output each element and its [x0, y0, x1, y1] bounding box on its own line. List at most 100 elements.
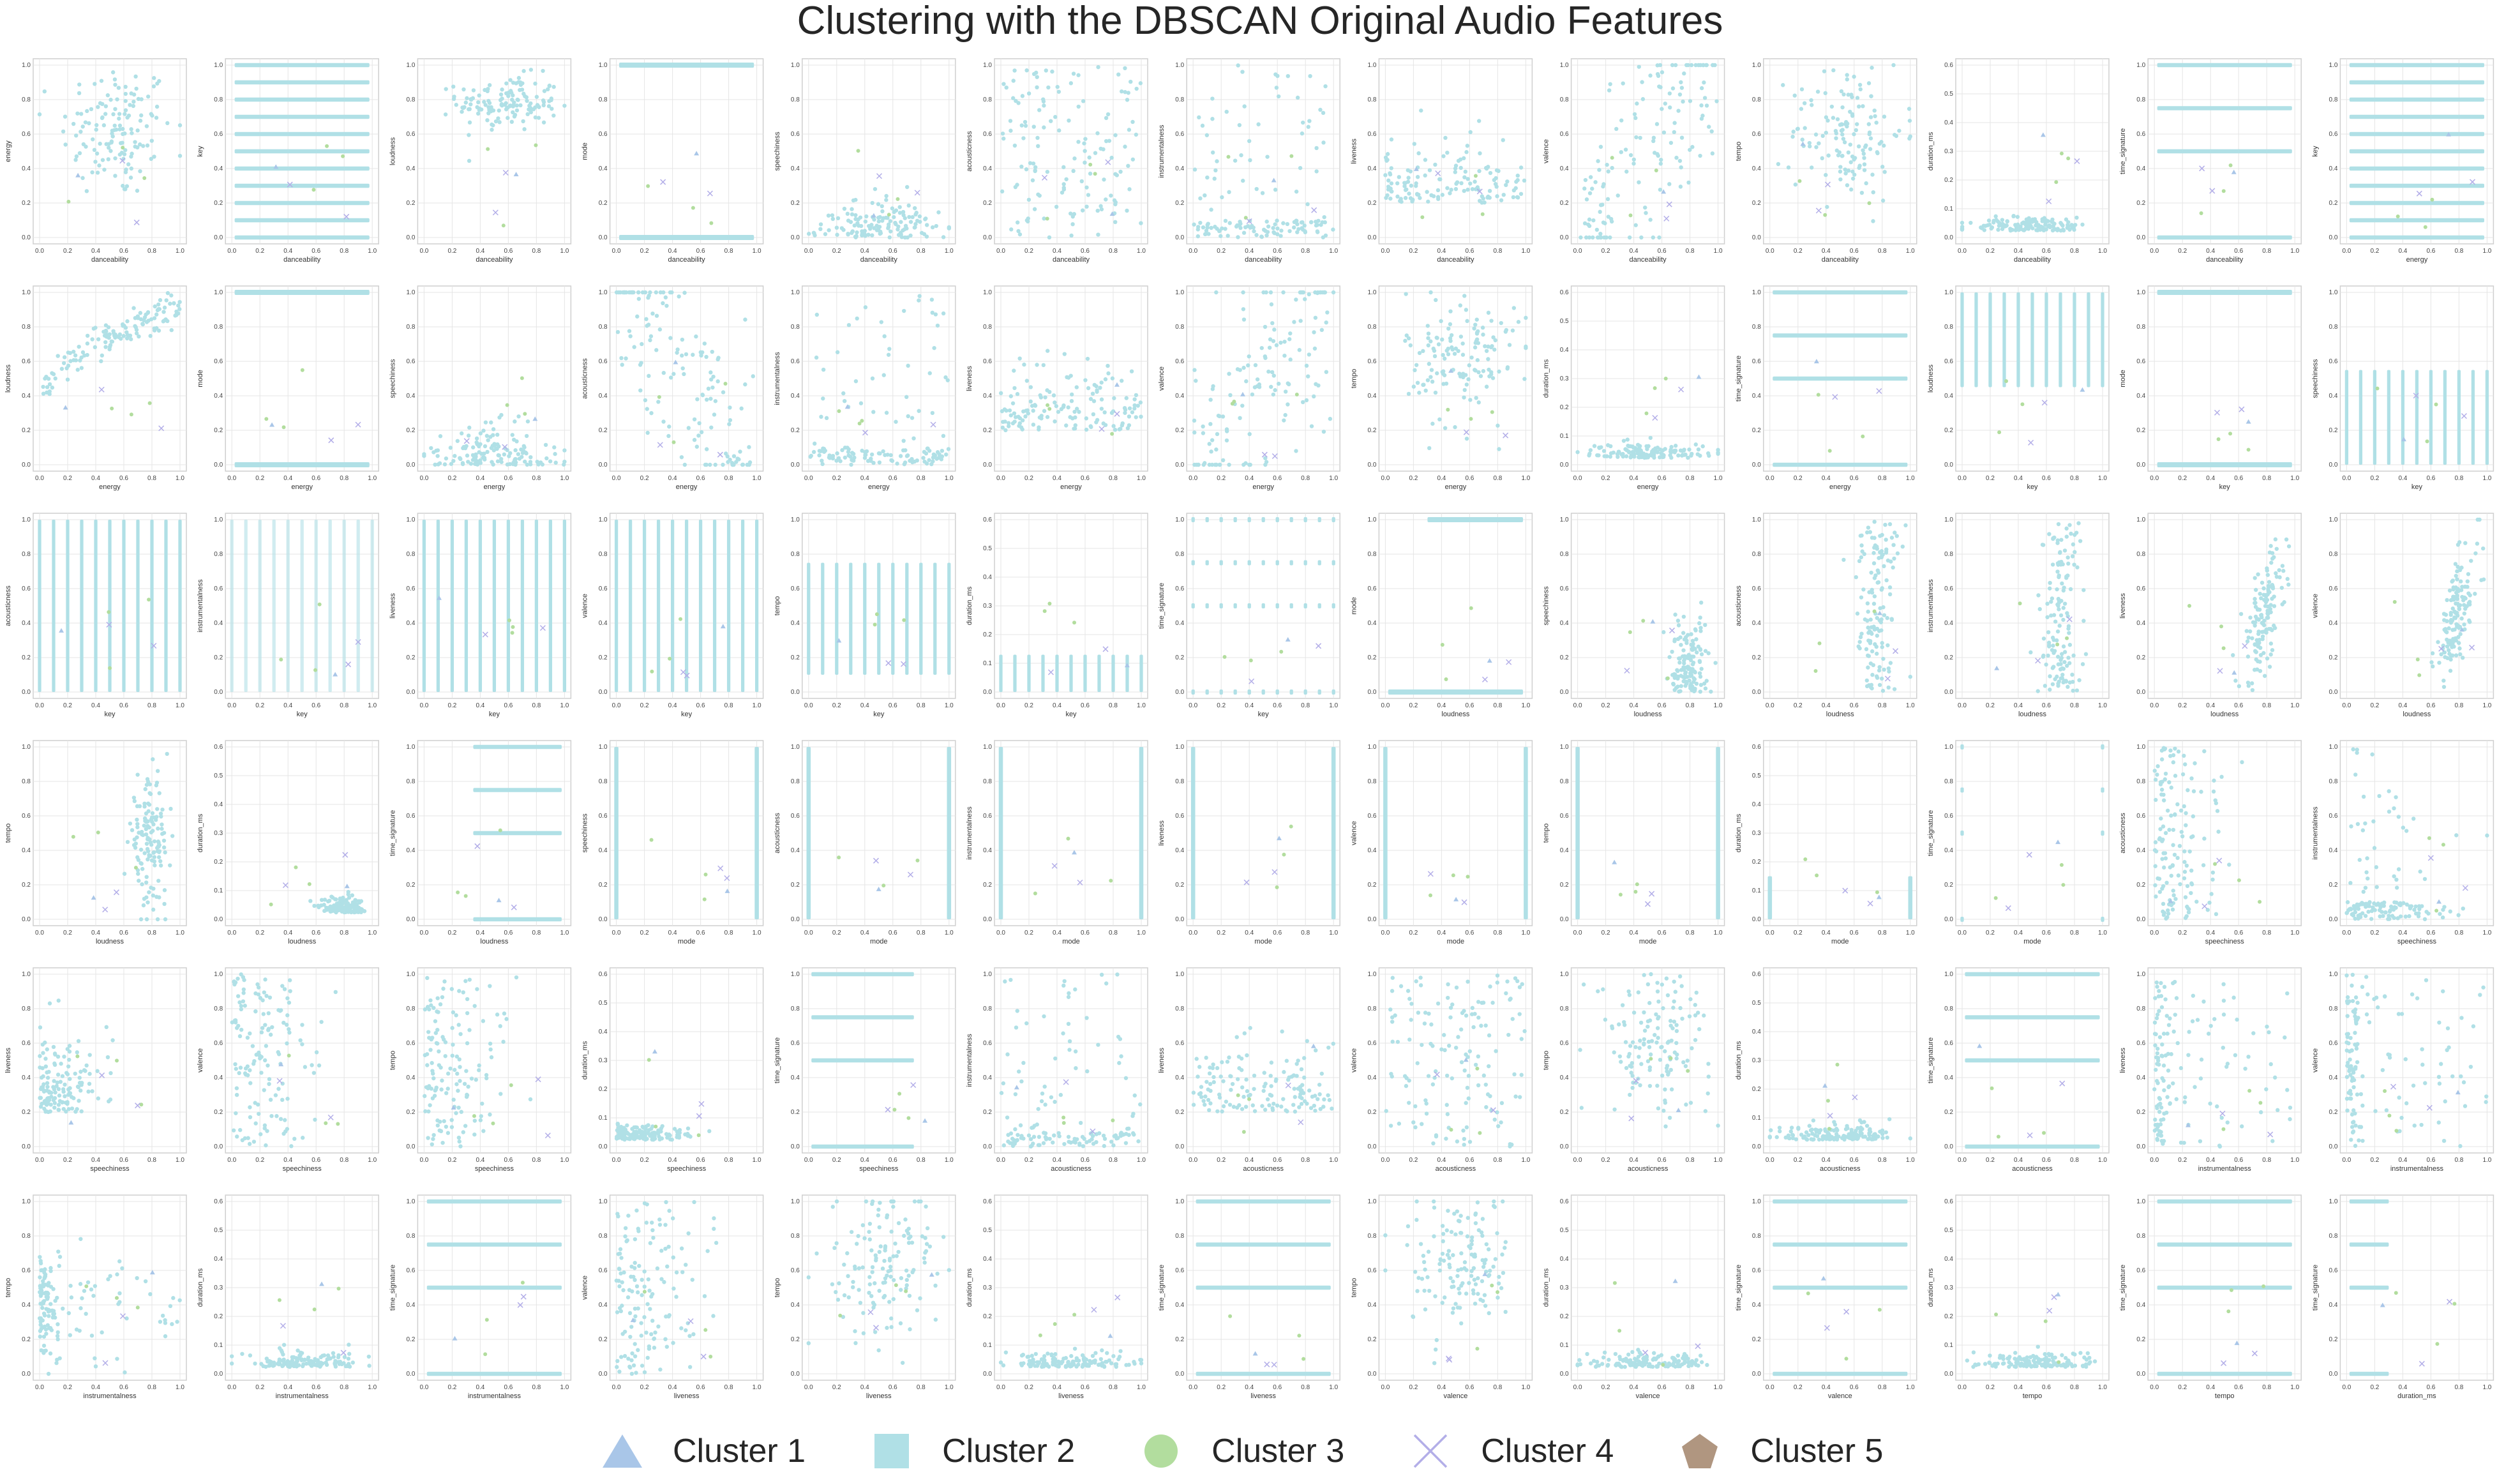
data-point: [830, 213, 835, 218]
data-point: [930, 410, 935, 416]
cluster-2-points: [619, 62, 754, 241]
data-point: [2250, 636, 2254, 640]
y-tick-label: 1.0: [1752, 289, 1761, 296]
point-band: [1303, 603, 1307, 609]
scatter-matrix: 0.0 0.2 0.4 0.6 0.8 1.00.00.20.40.60.81.0danc…: [4, 58, 2494, 1400]
y-tick-label: 0.4: [599, 620, 608, 627]
data-point: [1425, 324, 1430, 328]
data-point: [2441, 678, 2446, 683]
data-point: [705, 397, 709, 402]
x-tick-label: 0.2: [255, 930, 264, 937]
data-point: [123, 326, 128, 330]
data-point: [903, 216, 907, 220]
data-point: [850, 458, 854, 462]
data-point: [908, 233, 913, 238]
data-point: [677, 294, 681, 299]
y-tick-label: 0.4: [1560, 620, 1569, 627]
y-axis-label: valence: [2311, 594, 2319, 618]
data-point: [1605, 443, 1610, 448]
data-point: [1465, 144, 1470, 148]
data-point: [73, 353, 78, 358]
data-point: [2246, 635, 2251, 640]
cluster-3-point: [1440, 643, 1444, 647]
subplot-danceability-vs-loudness: 0.0 0.2 0.4 0.6 0.8 1.00.00.20.40.60.81.0danc…: [389, 58, 572, 264]
x-tick-label: 0.2: [2370, 702, 2379, 709]
cluster-3-point: [1480, 212, 1485, 216]
y-axis-label: mode: [2119, 370, 2127, 388]
data-point: [866, 232, 871, 237]
data-point: [1388, 186, 1393, 191]
y-axis-label: mode: [197, 370, 204, 388]
data-point: [1047, 235, 1052, 240]
x-tick-label: 0.4: [1630, 248, 1639, 255]
data-point: [661, 419, 666, 424]
data-point: [1033, 169, 1037, 174]
y-tick-label: 0.6: [1367, 585, 1376, 592]
data-point: [1861, 151, 1866, 156]
x-tick-label: 0.0: [35, 930, 44, 937]
x-tick-label: 0.0: [1958, 702, 1967, 709]
data-point: [1986, 218, 1991, 223]
data-point: [887, 347, 892, 351]
data-point: [1239, 153, 1243, 158]
data-point: [887, 222, 891, 227]
cluster-1-point: [273, 164, 279, 169]
data-point: [1076, 73, 1081, 77]
data-point: [2239, 612, 2244, 616]
data-point: [1575, 450, 1580, 455]
data-point: [1061, 165, 1066, 170]
data-point: [1822, 69, 1827, 73]
data-point: [1102, 410, 1107, 415]
data-point: [1255, 384, 1259, 389]
y-tick-label: 0.3: [1944, 148, 1953, 155]
cluster-3-point: [2434, 402, 2438, 407]
data-point: [2038, 227, 2043, 232]
data-point: [1824, 115, 1829, 119]
subplot-energy-vs-speechiness: 0.0 0.2 0.4 0.6 0.8 1.00.00.20.40.60.81.0ener…: [389, 285, 572, 491]
data-point: [1886, 643, 1890, 647]
data-point: [1412, 142, 1417, 146]
y-tick-label: 0.8: [214, 324, 223, 331]
data-point: [700, 350, 705, 355]
data-point: [1598, 144, 1603, 149]
data-point: [165, 319, 170, 324]
data-point: [627, 329, 632, 333]
data-point: [1287, 229, 1292, 234]
y-tick-label: 1.0: [2329, 62, 2337, 69]
y-tick-label: 0.6: [214, 358, 223, 365]
data-point: [2061, 644, 2066, 649]
data-point: [1009, 227, 1014, 232]
x-tick-label: 0.6: [1850, 248, 1859, 255]
data-point: [1247, 354, 1251, 359]
y-tick-label: 1.0: [983, 289, 992, 296]
data-point: [1011, 79, 1016, 83]
y-tick-label: 1.0: [1752, 62, 1761, 69]
data-point: [78, 358, 82, 363]
data-point: [1703, 649, 1708, 653]
point-band: [1205, 603, 1209, 609]
data-point: [151, 850, 156, 855]
data-point: [708, 462, 712, 467]
data-point: [1838, 177, 1843, 182]
data-point: [1024, 379, 1030, 383]
other-cluster-points: [463, 376, 538, 450]
x-tick-label: 0.6: [311, 930, 320, 937]
data-point: [1849, 187, 1854, 192]
x-tick-label: 0.8: [1878, 702, 1887, 709]
data-point: [897, 211, 903, 215]
point-band: [534, 520, 539, 692]
data-point: [50, 385, 55, 390]
data-point: [1192, 418, 1197, 423]
data-point: [1868, 115, 1873, 119]
data-point: [165, 290, 170, 296]
x-axis-label: energy: [1060, 483, 1082, 491]
data-point: [1676, 109, 1681, 113]
data-point: [1431, 194, 1436, 199]
x-tick-label: 0.4: [1822, 248, 1831, 255]
point-band: [1317, 560, 1321, 566]
y-tick-label: 0.4: [983, 574, 992, 581]
data-point: [61, 361, 66, 365]
data-point: [523, 459, 527, 464]
data-point: [2454, 573, 2458, 578]
x-tick-label: 1.0: [2482, 248, 2491, 255]
